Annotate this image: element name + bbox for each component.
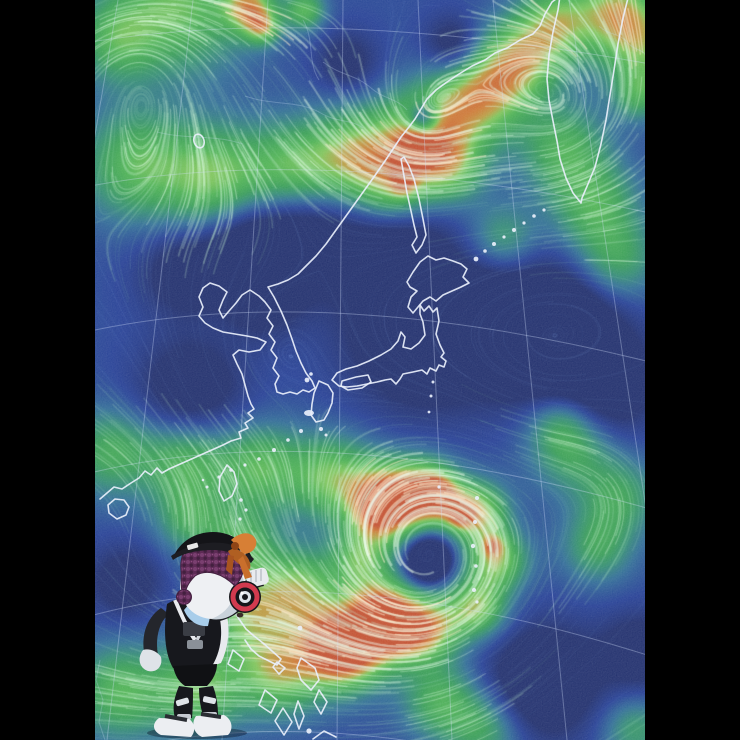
toy-bow-tail-right [238, 556, 252, 579]
toy-mitt-left [139, 649, 162, 672]
toy-bow-tail-left [226, 555, 234, 575]
toy-shoe-strap-left [164, 714, 188, 722]
letterbox-left [0, 0, 95, 740]
toy-figure-overlay [139, 532, 269, 739]
toy-back-panel [183, 622, 205, 636]
toy-knee-patch-right [202, 696, 217, 705]
toy-hips [173, 664, 217, 686]
map-overlay [95, 0, 645, 740]
toy-eye-pupil [242, 594, 248, 600]
toy-eye-ring [230, 582, 260, 612]
toy-arm-left [143, 608, 169, 655]
toy-belt-buckle [187, 640, 203, 649]
toy-mouth [236, 612, 244, 618]
toy-knee-patch-left [175, 697, 190, 707]
toy-bow-knot [231, 542, 239, 550]
toy-shoe-strap-right [200, 712, 222, 719]
toy-fist-knuckles [250, 569, 262, 583]
toy-bow-loop-top [231, 533, 257, 554]
toy-strap-left [173, 599, 197, 642]
toy-shoe-right [193, 715, 232, 737]
wind-map-viewport[interactable] [95, 0, 645, 740]
toy-shoe-left [153, 718, 195, 737]
toy-cap-tag [186, 542, 199, 551]
toy-eye-glint [240, 591, 244, 595]
letterbox-right [645, 0, 740, 740]
toy-knit-tail [176, 589, 192, 605]
